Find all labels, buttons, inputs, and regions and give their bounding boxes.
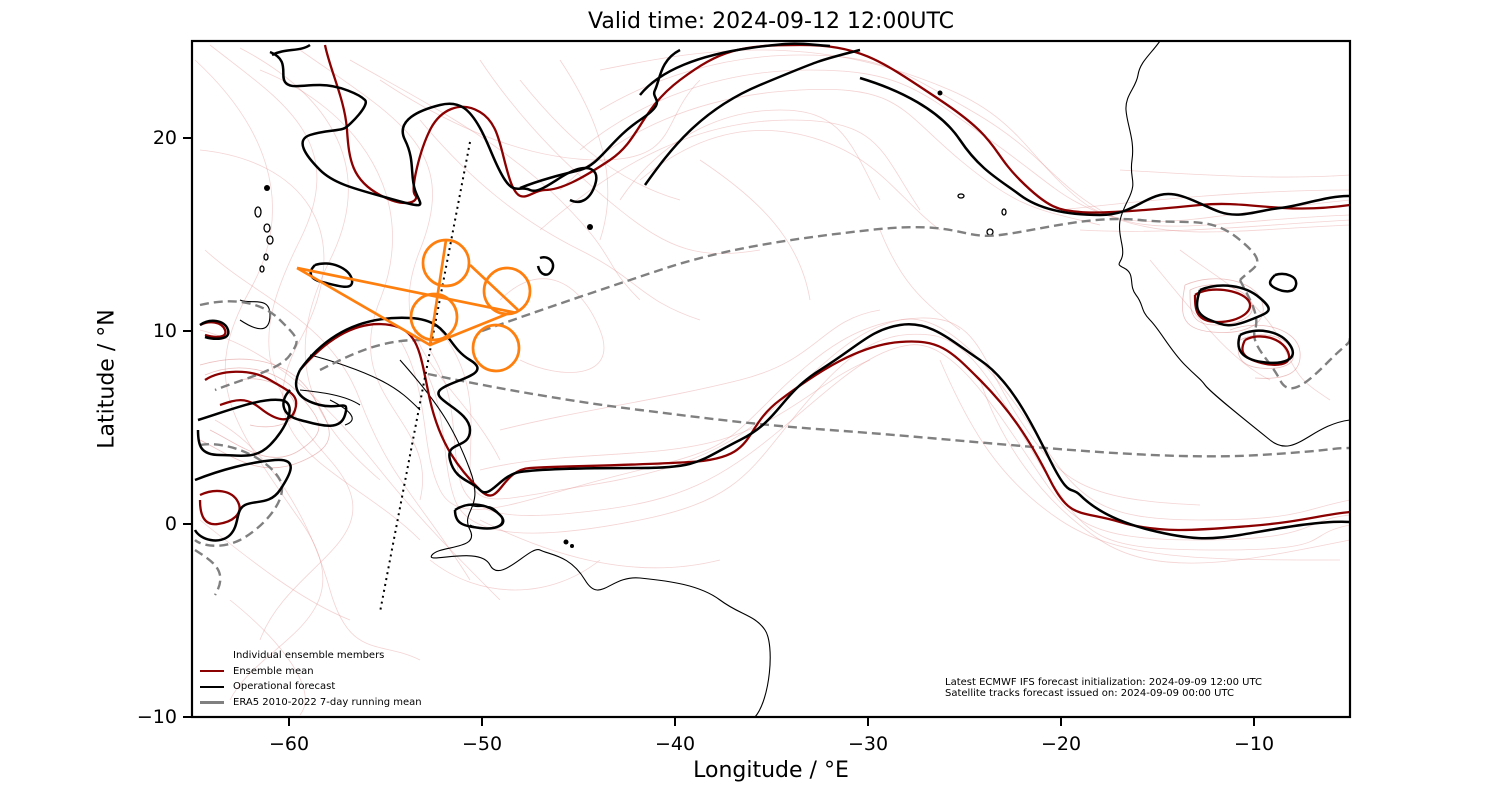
island-contours xyxy=(254,193,1007,273)
caribbean-islands xyxy=(239,299,421,426)
chart-title: Valid time: 2024-09-12 12:00UTC xyxy=(588,9,954,34)
forecast-info: Latest ECMWF IFS forecast initialization… xyxy=(945,677,1262,699)
legend-swatch xyxy=(200,685,224,688)
legend-item-era5: ERA5 2010-2022 7-day running mean xyxy=(200,695,422,711)
legend-label: Operational forecast xyxy=(233,681,336,693)
y-tick-label: 10 xyxy=(152,320,177,342)
ensemble-mean xyxy=(198,43,1350,532)
x-tick-label: −30 xyxy=(847,733,889,755)
africa-coastline xyxy=(1118,41,1350,447)
era5-running-mean xyxy=(194,217,1350,596)
y-tick-label: 0 xyxy=(164,513,177,535)
x-tick-label: −20 xyxy=(1040,733,1082,755)
satellite-track-issued-text: Satellite tracks forecast issued on: 202… xyxy=(945,688,1234,699)
legend-item-ensemble-mean: Ensemble mean xyxy=(200,664,422,680)
axes-frame xyxy=(190,39,1352,719)
forecast-init-text: Latest ECMWF IFS forecast initialization… xyxy=(945,677,1262,688)
legend-label: Individual ensemble members xyxy=(233,650,385,662)
x-tick-label: −60 xyxy=(268,733,310,755)
island-dots xyxy=(264,90,943,548)
x-tick-label: −40 xyxy=(654,733,696,755)
ensemble-members xyxy=(194,44,1350,716)
legend-item-operational: Operational forecast xyxy=(200,679,422,695)
legend: Individual ensemble members Ensemble mea… xyxy=(200,648,422,710)
satellite-track xyxy=(379,141,471,613)
legend-label: Ensemble mean xyxy=(233,665,314,677)
gulf-coast xyxy=(469,504,503,529)
legend-item-ensemble-members: Individual ensemble members xyxy=(200,648,422,664)
operational-forecast xyxy=(193,42,1350,542)
axis-ticks xyxy=(183,137,1255,726)
legend-swatch xyxy=(200,670,224,673)
y-tick-label: −10 xyxy=(136,706,177,728)
x-axis-label: Longitude / °E xyxy=(693,758,849,783)
flight-pattern xyxy=(296,238,532,373)
legend-swatch xyxy=(200,700,224,704)
legend-label: ERA5 2010-2022 7-day running mean xyxy=(233,696,422,708)
x-tick-label: −10 xyxy=(1233,733,1275,755)
legend-swatch xyxy=(200,655,224,657)
x-tick-label: −50 xyxy=(461,733,503,755)
south-america-coastline xyxy=(399,359,771,717)
y-tick-label: 20 xyxy=(152,127,177,149)
